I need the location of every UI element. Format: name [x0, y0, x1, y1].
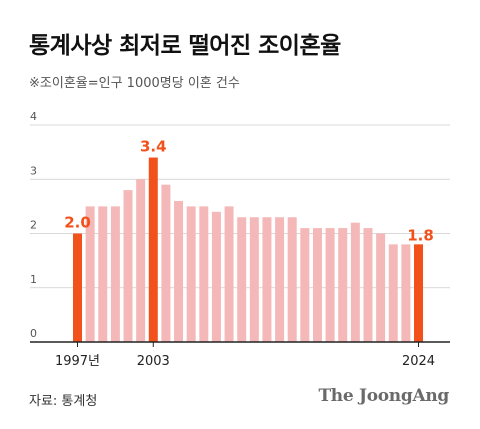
- bar-2017: [325, 228, 335, 342]
- bar-2010: [237, 217, 247, 342]
- bar-highlight-1997: [73, 233, 82, 342]
- y-tick-label: 3: [30, 164, 37, 177]
- bar-2013: [275, 217, 285, 342]
- bar-2023: [401, 244, 411, 342]
- bar-2008: [211, 211, 221, 342]
- bar-2015: [300, 228, 310, 342]
- data-label-2024: 1.8: [407, 226, 434, 244]
- x-tick-label-2003: 2003: [137, 354, 170, 369]
- bar-2018: [338, 228, 348, 342]
- bar-2022: [388, 244, 398, 342]
- y-tick-label: 4: [30, 110, 37, 123]
- bar-1998: [85, 206, 95, 342]
- data-label-1997: 2.0: [64, 214, 91, 232]
- bar-highlight-2024: [414, 244, 424, 342]
- bar-2007: [199, 206, 209, 342]
- x-tick-label-1997: 1997년: [55, 354, 100, 369]
- chart-subtitle: ※조이혼율=인구 1000명당 이혼 건수: [29, 76, 240, 91]
- bar-2019: [350, 222, 360, 342]
- bar-highlight-2003: [148, 157, 158, 342]
- y-tick-label: 2: [30, 219, 37, 232]
- bar-2000: [110, 206, 120, 342]
- bar-2016: [312, 228, 322, 342]
- bar-2012: [262, 217, 272, 342]
- publisher-logo: The JoongAng: [318, 386, 449, 406]
- data-label-2003: 3.4: [140, 138, 167, 156]
- bar-2006: [186, 206, 196, 342]
- bar-1999: [98, 206, 108, 342]
- y-tick-label: 0: [30, 327, 37, 340]
- chart-title: 통계사상 최저로 떨어진 조이혼율: [29, 33, 341, 59]
- source-note: 자료: 통계청: [29, 394, 98, 409]
- bar-2014: [287, 217, 297, 342]
- bar-2004: [161, 184, 171, 342]
- bar-2001: [123, 190, 133, 342]
- bar-2011: [249, 217, 259, 342]
- bar-2002: [136, 179, 146, 342]
- bar-2020: [363, 228, 373, 342]
- bar-2009: [224, 206, 234, 342]
- bar-2005: [174, 200, 184, 342]
- y-tick-label: 1: [30, 273, 37, 286]
- bar-2021: [376, 233, 386, 342]
- x-tick-label-2024: 2024: [402, 354, 435, 369]
